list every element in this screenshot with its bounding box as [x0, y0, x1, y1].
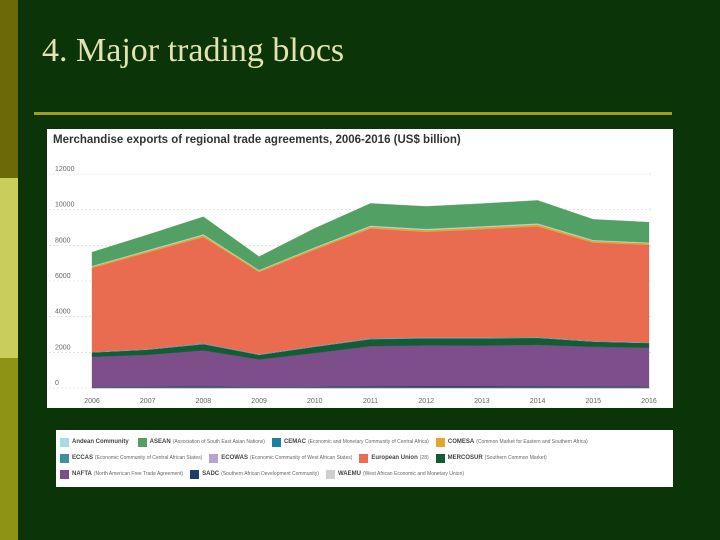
x-tick-label: 2012: [418, 398, 434, 405]
legend-item: ECCAS (Economic Community of Central Afri…: [60, 453, 203, 463]
legend-description: (28): [419, 455, 429, 461]
y-tick-label: 4000: [55, 309, 71, 316]
x-tick-label: 2008: [196, 398, 212, 405]
title-underline: [34, 112, 672, 115]
x-tick-label: 2014: [530, 398, 546, 405]
legend-item: CEMAC (Economic and Monetary Community of…: [271, 437, 429, 447]
legend-description: (Economic and Monetary Community of Cent…: [307, 439, 429, 445]
legend-description: (Common Market for Eastern and Southern …: [476, 439, 588, 445]
y-tick-label: 0: [55, 380, 59, 387]
x-tick-label: 2015: [586, 398, 602, 405]
chart-title: Merchandise exports of regional trade ag…: [53, 134, 461, 146]
legend-item: ECOWAS (Economic Community of West Africa…: [209, 453, 353, 463]
legend-swatch: [190, 469, 200, 479]
stacked-area-chart: 0 2000 4000 6000 8000 10000 12000 2006 2007 2008 2…: [49, 166, 657, 405]
legend-label: ECCAS: [72, 455, 94, 461]
chart-panel: 0 2000 4000 6000 8000 10000 12000 2006 2007 2008 2…: [47, 129, 673, 408]
side-accent-bar-top: [0, 0, 18, 178]
legend-swatch: [325, 469, 335, 479]
legend-description: (Association of South East Asian Nations…: [172, 439, 265, 445]
legend-item: ASEAN (Association of South East Asian Na…: [137, 437, 265, 447]
legend-swatch: [435, 437, 445, 447]
legend-item: MERCOSUR (Southern Common Market): [435, 453, 547, 463]
x-tick-label: 2007: [140, 398, 156, 405]
legend-description: (Economic Community of West African Stat…: [249, 455, 353, 461]
side-accent-bar-middle: [0, 178, 18, 358]
legend-swatch: [60, 453, 69, 463]
legend-swatch: [271, 437, 281, 447]
legend-swatch: [60, 437, 69, 447]
y-tick-label: 10000: [55, 202, 75, 209]
legend-swatch: [359, 453, 369, 463]
legend-description: (Southern African Development Community): [221, 471, 319, 477]
x-tick-label: 2013: [474, 398, 490, 405]
x-tick-label: 2011: [363, 398, 378, 405]
legend-label: WAEMU: [337, 471, 361, 477]
legend-swatch: [137, 437, 147, 447]
legend-description: (Economic Community of Central African S…: [95, 455, 203, 461]
y-tick-label: 8000: [55, 237, 71, 244]
legend-description: (North American Free Trade Agreement): [93, 471, 184, 477]
x-tick-label: 2016: [641, 398, 657, 405]
y-tick-label: 2000: [55, 344, 71, 351]
legend-label: ASEAN: [149, 439, 171, 445]
legend-item: NAFTA (North American Free Trade Agreemen…: [60, 469, 184, 479]
legend-label: CEMAC: [283, 439, 306, 445]
legend-label: ECOWAS: [221, 455, 248, 461]
y-tick-label: 12000: [55, 166, 75, 173]
legend-label: COMESA: [447, 439, 475, 445]
legend-item: European Union (28): [359, 453, 429, 463]
legend-label: SADC: [202, 471, 220, 477]
legend-item: WAEMU (West African Economic and Monetary…: [325, 469, 465, 479]
legend-swatch: [435, 453, 445, 463]
legend-row: ECCAS (Economic Community of Central Afri…: [60, 450, 673, 466]
legend-description: (West African Economic and Monetary Unio…: [362, 471, 465, 477]
x-tick-label: 2006: [84, 398, 100, 405]
legend-swatch: [60, 469, 69, 479]
legend-label: NAFTA: [72, 471, 92, 477]
area-series-asean: [91, 200, 650, 271]
x-tick-label: 2009: [251, 398, 267, 405]
slide-title: 4. Major trading blocs: [42, 32, 345, 69]
legend-item: COMESA (Common Market for Eastern and Sou…: [435, 437, 588, 447]
legend-row: NAFTA (North American Free Trade Agreemen…: [60, 466, 673, 482]
chart-legend: Andean Community ASEAN (Association of Sou…: [56, 430, 673, 487]
legend-item: Andean Community: [60, 437, 131, 447]
legend-label: MERCOSUR: [447, 455, 483, 461]
legend-label: Andean Community: [72, 439, 129, 445]
side-accent-bar-bottom: [0, 358, 18, 540]
legend-swatch: [209, 453, 219, 463]
legend-description: (Southern Common Market): [484, 455, 547, 461]
legend-item: SADC (Southern African Development Commun…: [190, 469, 319, 479]
y-tick-label: 6000: [55, 273, 71, 280]
area-series-european-union-28: [91, 226, 650, 355]
legend-label: European Union: [371, 455, 418, 461]
x-tick-label: 2010: [307, 398, 323, 405]
legend-row: Andean Community ASEAN (Association of Sou…: [60, 434, 673, 450]
